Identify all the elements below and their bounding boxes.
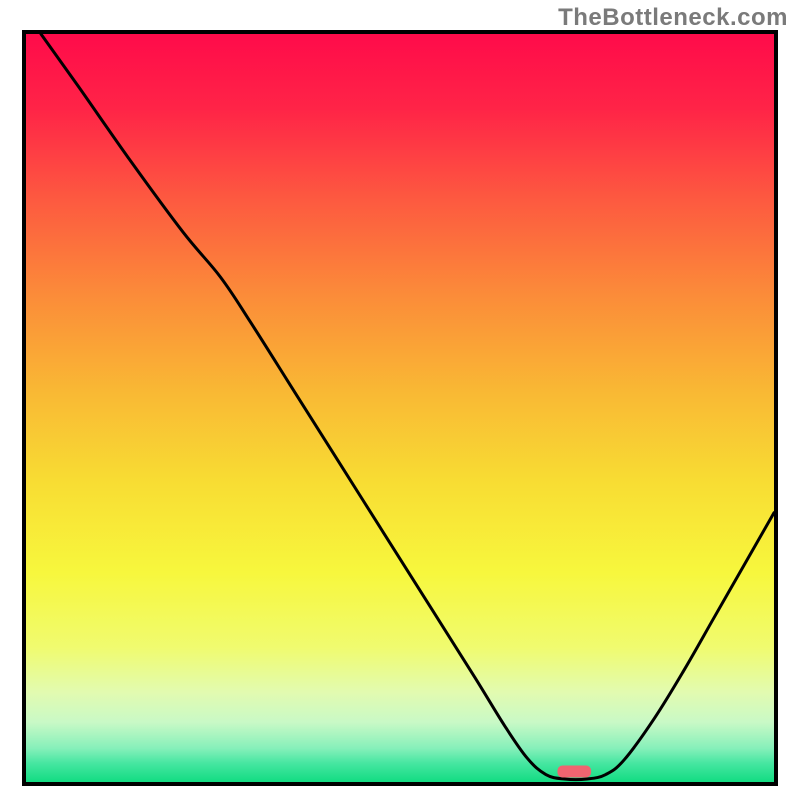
watermark-text: TheBottleneck.com [558,4,788,32]
gradient-background [26,34,774,782]
chart-container: TheBottleneck.com [0,0,800,800]
chart-svg [22,30,778,786]
optimal-marker [557,766,591,778]
plot-area [22,30,778,786]
